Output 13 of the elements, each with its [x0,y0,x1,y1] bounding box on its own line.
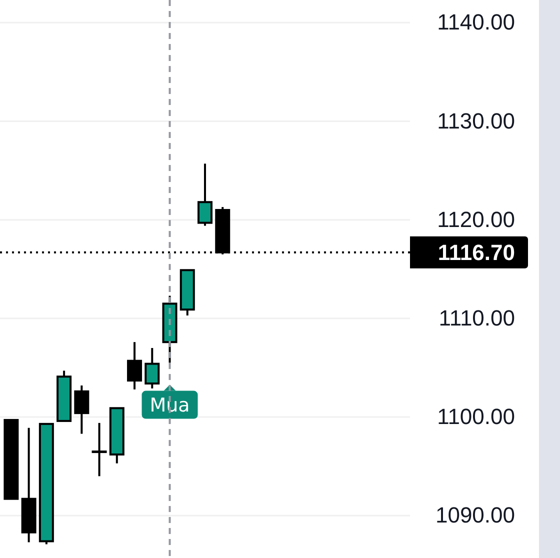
candlestick [127,341,142,390]
y-tick-label: 1120.00 [437,206,515,232]
candlestick [144,347,160,390]
candlestick [92,422,107,478]
ref-line-label: 1116.70 [438,240,515,266]
candlestick [198,162,212,227]
y-tick-label: 1140.00 [437,10,515,35]
y-tick-label: 1090.00 [435,502,515,528]
y-tick-label: 1110.00 [438,305,515,330]
y-tick-label: 1100.00 [437,404,515,430]
annotation: Mua [150,394,190,416]
y-tick-label: 1130.00 [437,108,515,134]
candlestick [74,384,90,435]
